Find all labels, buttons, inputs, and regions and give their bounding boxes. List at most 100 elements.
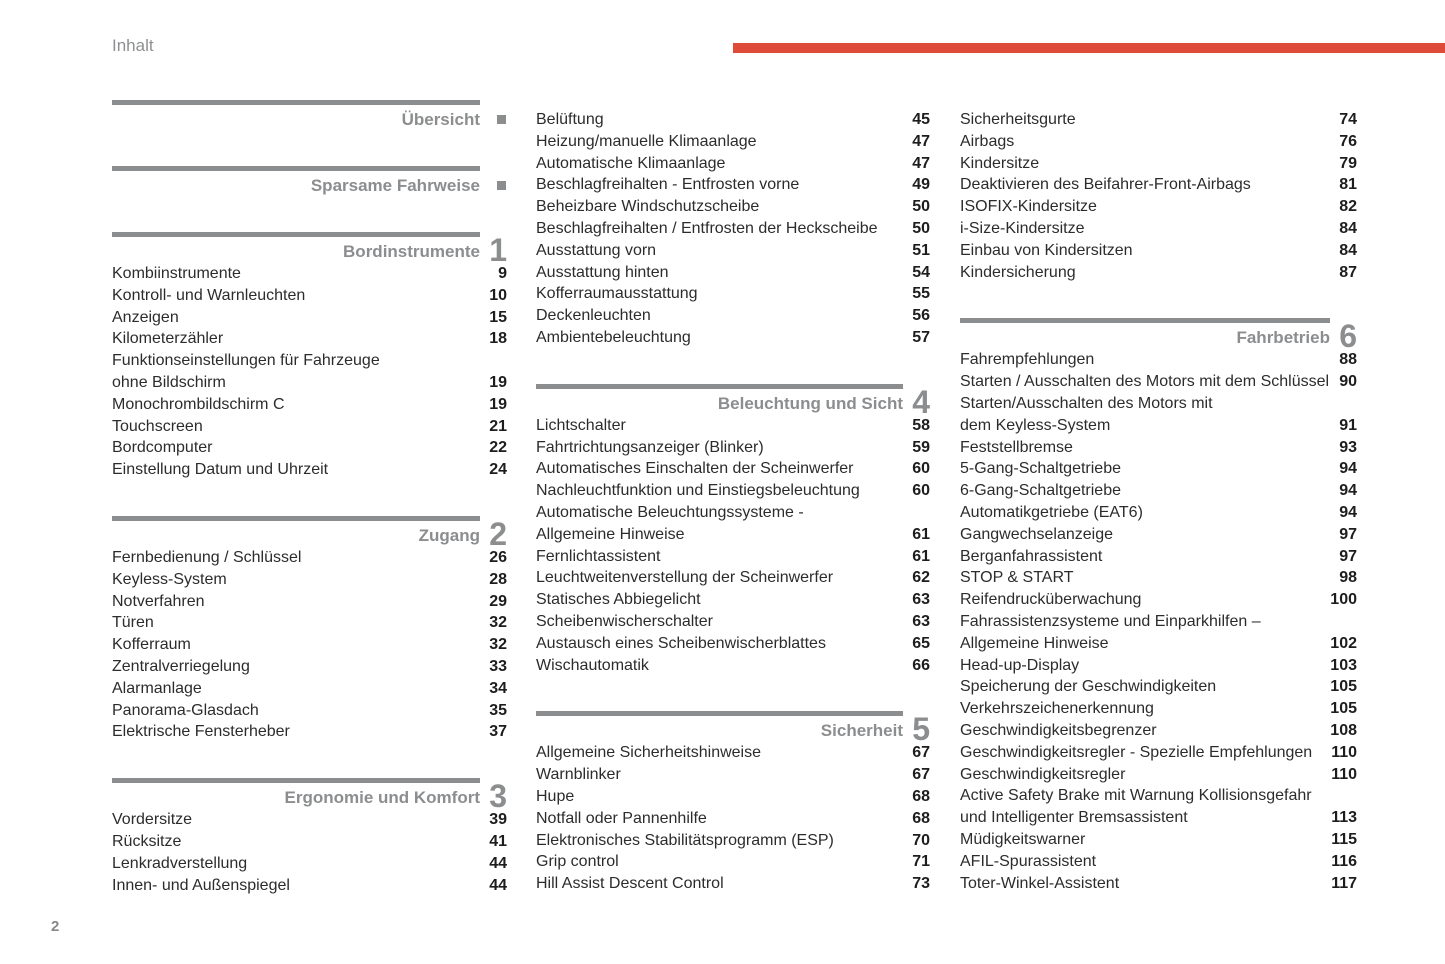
toc-entry[interactable]: Geschwindigkeitsbegrenzer 108 xyxy=(960,720,1357,742)
toc-entry[interactable]: Kindersitze 79 xyxy=(960,153,1357,175)
toc-entry[interactable]: Fernlichtassistent 61 xyxy=(536,546,930,568)
toc-entry[interactable]: 6-Gang-Schaltgetriebe 94 xyxy=(960,480,1357,502)
toc-entry-page: 44 xyxy=(489,876,507,894)
toc-entry[interactable]: Automatische Beleuchtungssysteme - xyxy=(536,502,930,524)
toc-entry-label: Starten / Ausschalten des Motors mit dem… xyxy=(960,373,1330,391)
toc-entry[interactable]: Active Safety Brake mit Warnung Kollisio… xyxy=(960,785,1357,807)
toc-entry[interactable]: Warnblinker 67 xyxy=(536,764,930,786)
toc-entry[interactable]: Fahrassistenzsysteme und Einparkhilfen – xyxy=(960,611,1357,633)
toc-entry[interactable]: Fahrtrichtungsanzeiger (Blinker) 59 xyxy=(536,437,930,459)
toc-entry[interactable]: Leuchtweitenverstellung der Scheinwerfer… xyxy=(536,567,930,589)
toc-entry[interactable]: Ambientebeleuchtung 57 xyxy=(536,327,930,349)
section-title: Übersicht xyxy=(401,110,480,129)
toc-entry[interactable]: Bordcomputer 22 xyxy=(112,437,507,459)
toc-entry-page: 57 xyxy=(912,328,930,346)
toc-entry-page: 87 xyxy=(1339,263,1357,281)
toc-entry[interactable]: ohne Bildschirm 19 xyxy=(112,372,507,394)
toc-entry[interactable]: Hill Assist Descent Control 73 xyxy=(536,873,930,895)
toc-entry-page: 18 xyxy=(489,330,507,348)
toc-entry[interactable]: Kindersicherung 87 xyxy=(960,262,1357,284)
toc-entry[interactable]: Geschwindigkeitsregler 110 xyxy=(960,764,1357,786)
toc-entry[interactable]: Ausstattung hinten 54 xyxy=(536,262,930,284)
toc-entry[interactable]: Keyless-System 28 xyxy=(112,569,507,591)
toc-entry[interactable]: i-Size-Kindersitze 84 xyxy=(960,218,1357,240)
toc-entry[interactable]: Heizung/manuelle Klimaanlage 47 xyxy=(536,131,930,153)
toc-section: Bordinstrumente 1 Kombiinstrumente 9 Kontrol… xyxy=(112,232,507,481)
toc-entry[interactable]: Allgemeine Sicherheitshinweise 67 xyxy=(536,742,930,764)
toc-entry[interactable]: Einbau von Kindersitzen 84 xyxy=(960,240,1357,262)
toc-entry[interactable]: Statisches Abbiegelicht 63 xyxy=(536,589,930,611)
toc-entry[interactable]: Türen 32 xyxy=(112,612,507,634)
toc-entry[interactable]: Beschlagfreihalten / Entfrosten der Heck… xyxy=(536,218,930,240)
toc-entry[interactable]: Lichtschalter 58 xyxy=(536,415,930,437)
toc-entry[interactable]: Automatische Klimaanlage 47 xyxy=(536,153,930,175)
toc-entry[interactable]: Elektronisches Stabilitätsprogramm (ESP)… xyxy=(536,830,930,852)
toc-entry[interactable]: Hupe 68 xyxy=(536,786,930,808)
toc-entry[interactable]: Innen- und Außenspiegel 44 xyxy=(112,875,507,897)
toc-entry[interactable]: Müdigkeitswarner 115 xyxy=(960,829,1357,851)
toc-entry[interactable]: Beheizbare Windschutzscheibe 50 xyxy=(536,196,930,218)
toc-entry[interactable]: Alarmanlage 34 xyxy=(112,678,507,700)
toc-entry[interactable]: Zentralverriegelung 33 xyxy=(112,656,507,678)
toc-entry[interactable]: Notfall oder Pannenhilfe 68 xyxy=(536,808,930,830)
toc-entry[interactable]: Fahrempfehlungen 88 xyxy=(960,349,1357,371)
toc-entry-label: Allgemeine Sicherheitshinweise xyxy=(536,744,762,762)
red-accent-bar xyxy=(733,43,1445,53)
toc-entry[interactable]: Kofferraum 32 xyxy=(112,634,507,656)
toc-entry[interactable]: Speicherung der Geschwindigkeiten 105 xyxy=(960,676,1357,698)
toc-entry-label: Toter-Winkel-Assistent xyxy=(960,874,1120,892)
toc-entry[interactable]: Kombiinstrumente 9 xyxy=(112,263,507,285)
toc-entry-page: 15 xyxy=(489,308,507,326)
toc-entry[interactable]: Ausstattung vorn 51 xyxy=(536,240,930,262)
toc-entry[interactable]: Belüftung 45 xyxy=(536,109,930,131)
toc-entry[interactable]: Reifendrucküberwachung 100 xyxy=(960,589,1357,611)
toc-entry-page: 84 xyxy=(1339,219,1357,237)
toc-entry[interactable]: Allgemeine Hinweise 102 xyxy=(960,633,1357,655)
toc-entry-page: 39 xyxy=(489,811,507,829)
toc-entry[interactable]: Deaktivieren des Beifahrer-Front-Airbags… xyxy=(960,174,1357,196)
toc-entry[interactable]: dem Keyless-System 91 xyxy=(960,415,1357,437)
toc-entry[interactable]: Toter-Winkel-Assistent 117 xyxy=(960,873,1357,895)
toc-entry[interactable]: Lenkradverstellung 44 xyxy=(112,853,507,875)
toc-entry[interactable]: Beschlagfreihalten - Entfrosten vorne 49 xyxy=(536,174,930,196)
toc-entry[interactable]: Vordersitze 39 xyxy=(112,809,507,831)
toc-entry[interactable]: Wischautomatik 66 xyxy=(536,655,930,677)
toc-entry[interactable]: Gangwechselanzeige 97 xyxy=(960,524,1357,546)
toc-entry[interactable]: Airbags 76 xyxy=(960,131,1357,153)
toc-entry[interactable]: STOP & START 98 xyxy=(960,567,1357,589)
toc-entry[interactable]: Feststellbremse 93 xyxy=(960,437,1357,459)
toc-entry[interactable]: Kontroll- und Warnleuchten 10 xyxy=(112,285,507,307)
toc-entry[interactable]: Deckenleuchten 56 xyxy=(536,305,930,327)
toc-entry[interactable]: ISOFIX-Kindersitze 82 xyxy=(960,196,1357,218)
toc-entry[interactable]: Sicherheitsgurte 74 xyxy=(960,109,1357,131)
toc-entry[interactable]: Verkehrszeichenerkennung 105 xyxy=(960,698,1357,720)
toc-entry[interactable]: Einstellung Datum und Uhrzeit 24 xyxy=(112,459,507,481)
toc-entry[interactable]: Touchscreen 21 xyxy=(112,416,507,438)
toc-entry[interactable]: Rücksitze 41 xyxy=(112,831,507,853)
toc-entry[interactable]: Head-up-Display 103 xyxy=(960,655,1357,677)
toc-entry[interactable]: 5-Gang-Schaltgetriebe 94 xyxy=(960,458,1357,480)
toc-entry[interactable]: und Intelligenter Bremsassistent 113 xyxy=(960,807,1357,829)
toc-entry[interactable]: Monochrombildschirm C 19 xyxy=(112,394,507,416)
toc-entry[interactable]: Panorama-Glasdach 35 xyxy=(112,700,507,722)
toc-entry[interactable]: Automatisches Einschalten der Scheinwerf… xyxy=(536,458,930,480)
toc-entry[interactable]: Starten / Ausschalten des Motors mit dem… xyxy=(960,371,1357,393)
toc-entry[interactable]: AFIL-Spurassistent 116 xyxy=(960,851,1357,873)
toc-entry[interactable]: Kofferraumausstattung 55 xyxy=(536,283,930,305)
toc-entry[interactable]: Austausch eines Scheibenwischerblattes 65 xyxy=(536,633,930,655)
toc-entry[interactable]: Fernbedienung / Schlüssel 26 xyxy=(112,547,507,569)
toc-entry[interactable]: Kilometerzähler 18 xyxy=(112,328,507,350)
toc-entry[interactable]: Berganfahrassistent 97 xyxy=(960,546,1357,568)
toc-entry[interactable]: Allgemeine Hinweise 61 xyxy=(536,524,930,546)
toc-entry[interactable]: Grip control 71 xyxy=(536,851,930,873)
toc-entry[interactable]: Scheibenwischerschalter 63 xyxy=(536,611,930,633)
toc-entry[interactable]: Automatikgetriebe (EAT6) 94 xyxy=(960,502,1357,524)
toc-entry[interactable]: Anzeigen 15 xyxy=(112,307,507,329)
toc-entry[interactable]: Elektrische Fensterheber 37 xyxy=(112,721,507,743)
toc-entry[interactable]: Starten/Ausschalten des Motors mit xyxy=(960,393,1357,415)
toc-entry[interactable]: Geschwindigkeitsregler - Spezielle Empfe… xyxy=(960,742,1357,764)
toc-entry[interactable]: Notverfahren 29 xyxy=(112,591,507,613)
toc-entry-label: Fahrempfehlungen xyxy=(960,351,1095,369)
toc-entry[interactable]: Funktionseinstellungen für Fahrzeuge xyxy=(112,350,507,372)
toc-entry[interactable]: Nachleuchtfunktion und Einstiegsbeleucht… xyxy=(536,480,930,502)
